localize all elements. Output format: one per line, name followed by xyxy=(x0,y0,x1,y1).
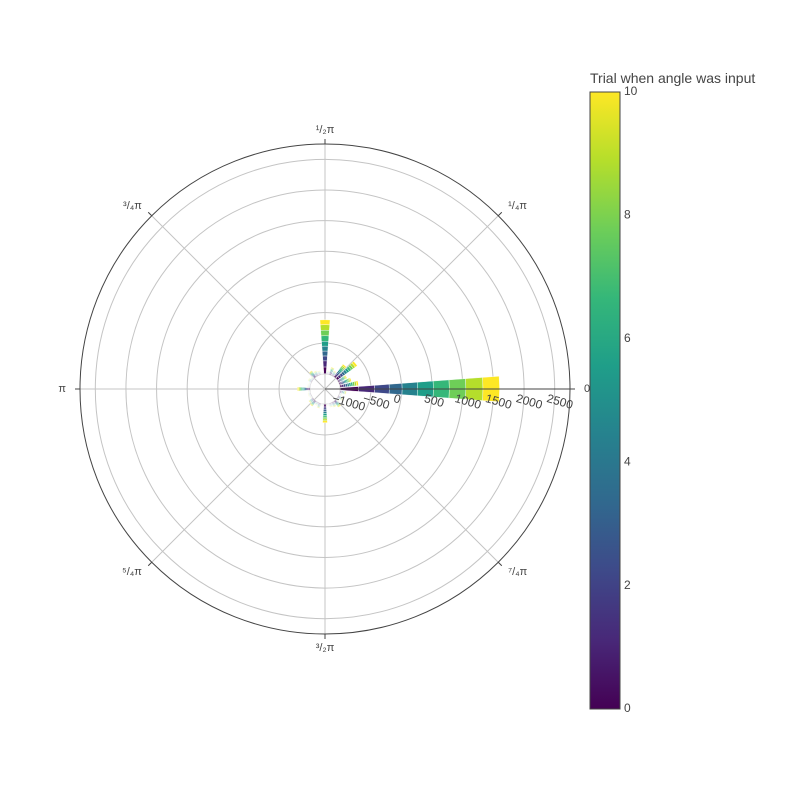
angular-gridline xyxy=(151,388,326,563)
bar-segment xyxy=(333,370,337,373)
bar-segment xyxy=(323,366,327,374)
bar-segment xyxy=(333,405,337,408)
bar-segment xyxy=(337,404,342,408)
bar-segment xyxy=(320,335,330,342)
bar-segment xyxy=(344,374,348,380)
bar-segment xyxy=(341,363,347,369)
bar-segment xyxy=(314,403,318,406)
angular-tick-label: 0 xyxy=(584,383,590,395)
radial-tick-label: 2500 xyxy=(545,391,575,412)
bar-segment xyxy=(341,397,344,401)
angular-tick-label: ¹/₄π xyxy=(508,200,527,212)
bar-segment xyxy=(355,380,359,387)
bar-segment xyxy=(310,376,313,380)
bar-segment xyxy=(337,398,340,402)
bar-segment xyxy=(322,355,328,362)
bar-segment xyxy=(323,409,327,412)
colorbar-title: Trial when angle was input xyxy=(590,70,755,86)
bar-segment xyxy=(322,411,328,414)
bar-segment xyxy=(323,407,327,411)
bar-segment xyxy=(309,403,314,407)
bar-segment xyxy=(307,384,309,388)
bar-segment xyxy=(309,396,312,399)
colorbar-tick-label: 4 xyxy=(624,454,631,468)
bar-segment xyxy=(340,393,343,397)
bar-segment xyxy=(307,390,309,394)
angular-tick xyxy=(147,561,153,567)
bar-segment xyxy=(330,366,335,370)
bar-segment xyxy=(316,406,320,409)
bar-segment xyxy=(320,405,324,407)
bar-segment xyxy=(313,370,317,373)
bar-segment xyxy=(322,415,328,418)
colorbar-tick-label: 6 xyxy=(624,331,631,345)
angular-tick-label: ¹/₂π xyxy=(316,124,335,136)
radial-tick-label: 2000 xyxy=(514,391,544,412)
bar-segment xyxy=(344,390,347,395)
bar-segment xyxy=(321,341,329,347)
angular-tick-label: π xyxy=(58,383,66,395)
angular-tick-label: ⁵/₄π xyxy=(122,566,142,578)
bar-segment xyxy=(321,345,329,352)
polar-bars xyxy=(297,319,500,423)
bar-segment xyxy=(307,378,310,382)
colorbar-tick-label: 10 xyxy=(624,84,638,98)
angular-tick xyxy=(497,211,503,217)
bar-segment xyxy=(297,386,299,392)
bar-segment xyxy=(308,381,310,385)
angular-tick-label: ⁷/₄π xyxy=(508,566,528,578)
angular-gridline xyxy=(151,215,326,390)
bar-segment xyxy=(308,370,313,374)
colorbar-gradient xyxy=(589,91,621,710)
bar-segment xyxy=(322,420,328,423)
angular-tick-label: ³/₄π xyxy=(123,200,142,212)
bar-segment xyxy=(307,393,310,397)
angular-tick xyxy=(147,211,153,217)
radial-tick-label: 1500 xyxy=(484,391,514,412)
radial-tick-label: 0 xyxy=(392,391,403,406)
bar-segment xyxy=(326,370,330,372)
colorbar-tick-label: 2 xyxy=(624,578,631,592)
angular-gridline xyxy=(324,388,499,563)
bar-segment xyxy=(320,371,324,373)
bar-segment xyxy=(316,370,321,373)
bar-segment xyxy=(322,418,328,422)
bar-segment xyxy=(322,350,328,357)
angular-tick-label: ³/₂π xyxy=(316,642,335,654)
bar-segment xyxy=(320,330,330,337)
bar-segment xyxy=(320,324,330,331)
bar-segment xyxy=(308,400,312,404)
radial-tick-label: 500 xyxy=(423,391,446,410)
bar-segment xyxy=(323,404,327,407)
bar-segment xyxy=(351,360,358,368)
bar-segment xyxy=(329,405,334,408)
colorbar: Trial when angle was input 0 2 4 6 8 10 xyxy=(589,70,755,715)
bar-segment xyxy=(322,416,328,420)
bar-segment xyxy=(323,405,327,409)
bar-segment xyxy=(322,360,328,368)
colorbar-tick-label: 8 xyxy=(624,208,631,222)
angular-tick xyxy=(497,561,503,567)
bar-segment xyxy=(322,413,328,416)
bar-segment xyxy=(326,405,330,407)
bar-segment xyxy=(348,377,352,383)
bar-segment xyxy=(319,319,331,326)
angular-gridline xyxy=(324,215,499,390)
colorbar-tick-label: 0 xyxy=(624,701,631,715)
